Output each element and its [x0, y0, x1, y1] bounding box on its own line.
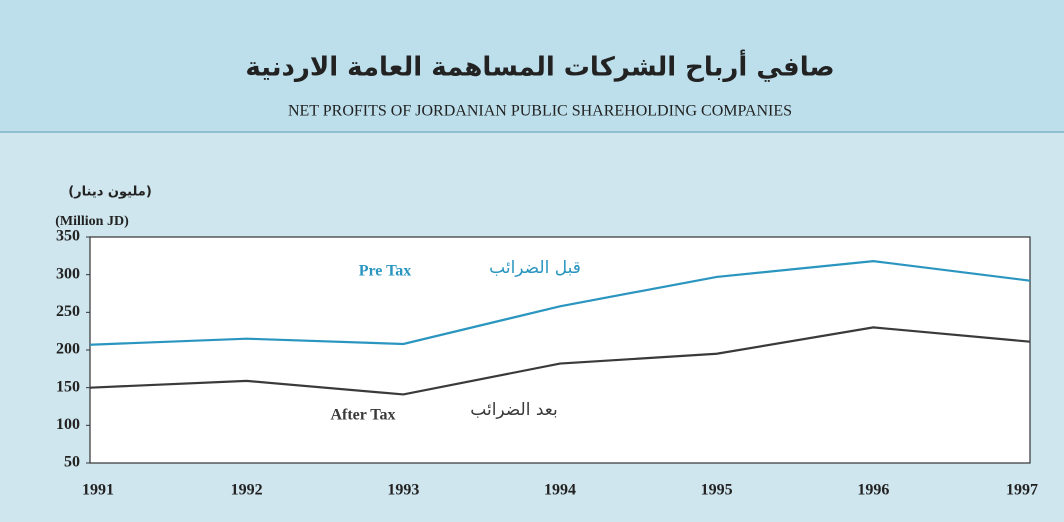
series-line — [89, 260, 1031, 346]
series-label: Pre Tax — [359, 263, 412, 280]
y-tick-label: 100 — [56, 416, 80, 433]
series-line — [89, 326, 1031, 396]
series-label-ar: بعد الضرائب — [470, 400, 557, 420]
y-tick-label: 200 — [56, 341, 80, 358]
y-axis-label-ar: (مليون دينار) — [68, 185, 152, 200]
y-tick-label: 300 — [56, 265, 80, 282]
y-tick-label: 150 — [56, 378, 80, 395]
header-band — [0, 0, 1064, 132]
x-tick-label: 1991 — [82, 482, 114, 499]
y-axis-label: (Million JD) — [55, 214, 129, 229]
plot-area — [89, 236, 1031, 464]
x-tick-label: 1994 — [544, 482, 576, 499]
y-tick-label: 250 — [56, 303, 80, 320]
series-label-ar: قبل الضرائب — [489, 258, 581, 278]
x-tick-label: 1995 — [701, 482, 733, 499]
x-tick-label: 1996 — [857, 482, 889, 499]
y-tick-label: 50 — [64, 454, 80, 471]
x-tick-label: 1997 — [1006, 482, 1038, 499]
series-label: After Tax — [330, 407, 395, 424]
y-tick-label: 350 — [56, 228, 80, 245]
chart-title: صافي أرباح الشركات المساهمة العامة الارد… — [245, 50, 834, 83]
x-tick-label: 1993 — [387, 482, 419, 499]
x-tick-label: 1992 — [231, 482, 263, 499]
chart-subtitle: NET PROFITS OF JORDANIAN PUBLIC SHAREHOL… — [288, 103, 792, 120]
